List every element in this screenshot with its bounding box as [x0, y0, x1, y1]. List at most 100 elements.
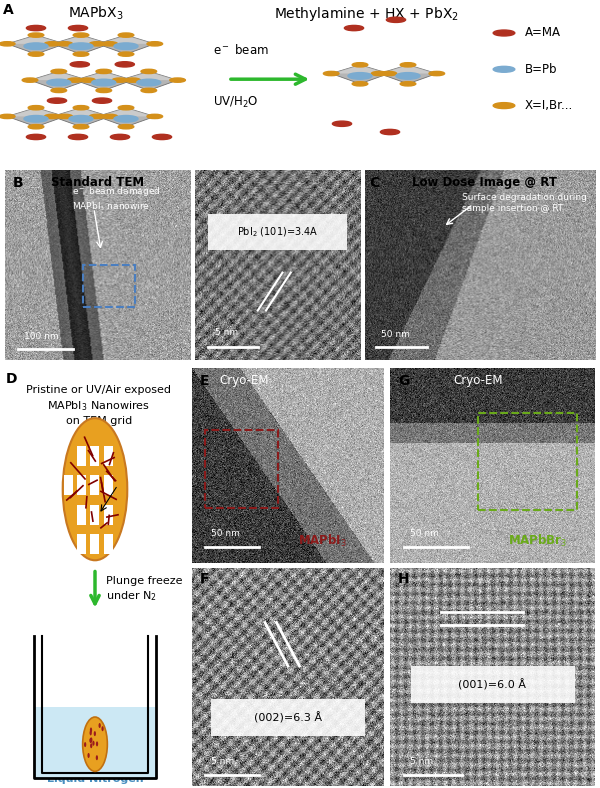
Text: e$^-$ beam: e$^-$ beam	[213, 43, 269, 57]
Circle shape	[141, 88, 157, 92]
Circle shape	[73, 52, 89, 56]
Text: e$^-$ beam damaged
MAPbI$_3$ nanowire: e$^-$ beam damaged MAPbI$_3$ nanowire	[71, 185, 160, 214]
Circle shape	[96, 69, 112, 73]
Circle shape	[51, 69, 67, 73]
Text: E: E	[200, 374, 209, 388]
Polygon shape	[120, 72, 178, 80]
Circle shape	[89, 42, 105, 46]
Circle shape	[98, 723, 101, 728]
Circle shape	[51, 88, 67, 92]
Circle shape	[380, 129, 400, 135]
Circle shape	[90, 738, 92, 742]
Text: 50 nm: 50 nm	[381, 330, 410, 339]
Bar	[478, 413, 577, 511]
Text: MAPbI$_3$: MAPbI$_3$	[298, 533, 347, 549]
Circle shape	[118, 125, 134, 129]
Circle shape	[89, 114, 105, 118]
Circle shape	[47, 98, 67, 103]
Bar	[77, 475, 86, 496]
Polygon shape	[52, 35, 110, 44]
Circle shape	[28, 33, 44, 37]
Text: 50 nm: 50 nm	[410, 529, 439, 537]
Text: Standard TEM: Standard TEM	[51, 176, 144, 188]
Bar	[77, 534, 86, 554]
Bar	[104, 475, 113, 496]
Circle shape	[96, 755, 98, 760]
Circle shape	[0, 42, 15, 46]
Circle shape	[429, 72, 445, 76]
Circle shape	[69, 116, 93, 122]
Bar	[205, 430, 278, 508]
Circle shape	[332, 121, 352, 126]
Circle shape	[70, 61, 89, 67]
Circle shape	[28, 52, 44, 56]
Circle shape	[28, 106, 44, 110]
Polygon shape	[7, 35, 65, 54]
Circle shape	[493, 66, 515, 72]
Circle shape	[102, 114, 118, 118]
Circle shape	[400, 82, 416, 86]
Polygon shape	[52, 108, 110, 117]
Circle shape	[73, 33, 89, 37]
Circle shape	[22, 78, 38, 82]
Circle shape	[96, 88, 112, 92]
Polygon shape	[7, 108, 65, 117]
Polygon shape	[7, 35, 65, 44]
Text: H: H	[398, 572, 410, 586]
Circle shape	[96, 742, 98, 746]
Text: B=Pb: B=Pb	[525, 63, 557, 76]
Circle shape	[90, 727, 92, 733]
Text: Pristine or UV/Air exposed
MAPbI$_3$ Nanowires
on TEM grid: Pristine or UV/Air exposed MAPbI$_3$ Nan…	[26, 385, 172, 426]
Circle shape	[26, 134, 46, 139]
Bar	[64, 475, 73, 496]
Text: MAPbX$_3$: MAPbX$_3$	[68, 5, 124, 22]
Circle shape	[26, 25, 46, 31]
Text: (001)=6.0 Å: (001)=6.0 Å	[458, 679, 527, 690]
Circle shape	[89, 738, 92, 743]
Text: C: C	[370, 176, 380, 190]
Circle shape	[44, 114, 60, 118]
Circle shape	[57, 114, 73, 118]
Circle shape	[125, 78, 140, 82]
Circle shape	[28, 125, 44, 129]
Circle shape	[90, 743, 92, 749]
Circle shape	[147, 114, 163, 118]
Text: MAPbBr$_3$: MAPbBr$_3$	[508, 533, 567, 549]
Bar	[104, 504, 113, 525]
Bar	[90, 504, 100, 525]
Text: Low Dose Image @ RT: Low Dose Image @ RT	[412, 176, 557, 188]
Text: F: F	[200, 572, 209, 586]
Polygon shape	[75, 72, 133, 80]
Circle shape	[112, 78, 128, 82]
Bar	[104, 534, 113, 554]
Polygon shape	[52, 108, 110, 127]
Circle shape	[352, 63, 368, 67]
Bar	[34, 707, 156, 778]
Circle shape	[92, 80, 116, 86]
Polygon shape	[379, 65, 437, 73]
Circle shape	[47, 80, 71, 86]
Circle shape	[44, 42, 60, 46]
Text: Methylamine + HX + PbX$_2$: Methylamine + HX + PbX$_2$	[274, 5, 458, 23]
Text: UV/H$_2$O: UV/H$_2$O	[213, 95, 259, 110]
Circle shape	[62, 418, 127, 560]
Text: B: B	[13, 176, 23, 190]
Polygon shape	[120, 72, 178, 91]
Circle shape	[92, 741, 95, 745]
Bar	[77, 504, 86, 525]
Circle shape	[493, 102, 515, 109]
Text: 100 nm: 100 nm	[23, 332, 58, 341]
Circle shape	[92, 98, 112, 103]
Text: Plunge freeze
under N$_2$: Plunge freeze under N$_2$	[106, 576, 183, 603]
Circle shape	[396, 72, 420, 80]
Bar	[104, 446, 113, 466]
Bar	[208, 214, 347, 250]
Circle shape	[493, 30, 515, 36]
Circle shape	[24, 43, 48, 50]
Polygon shape	[97, 108, 155, 117]
Circle shape	[69, 43, 93, 50]
Bar	[90, 534, 100, 554]
Circle shape	[80, 78, 95, 82]
Circle shape	[73, 106, 89, 110]
Circle shape	[101, 727, 104, 731]
